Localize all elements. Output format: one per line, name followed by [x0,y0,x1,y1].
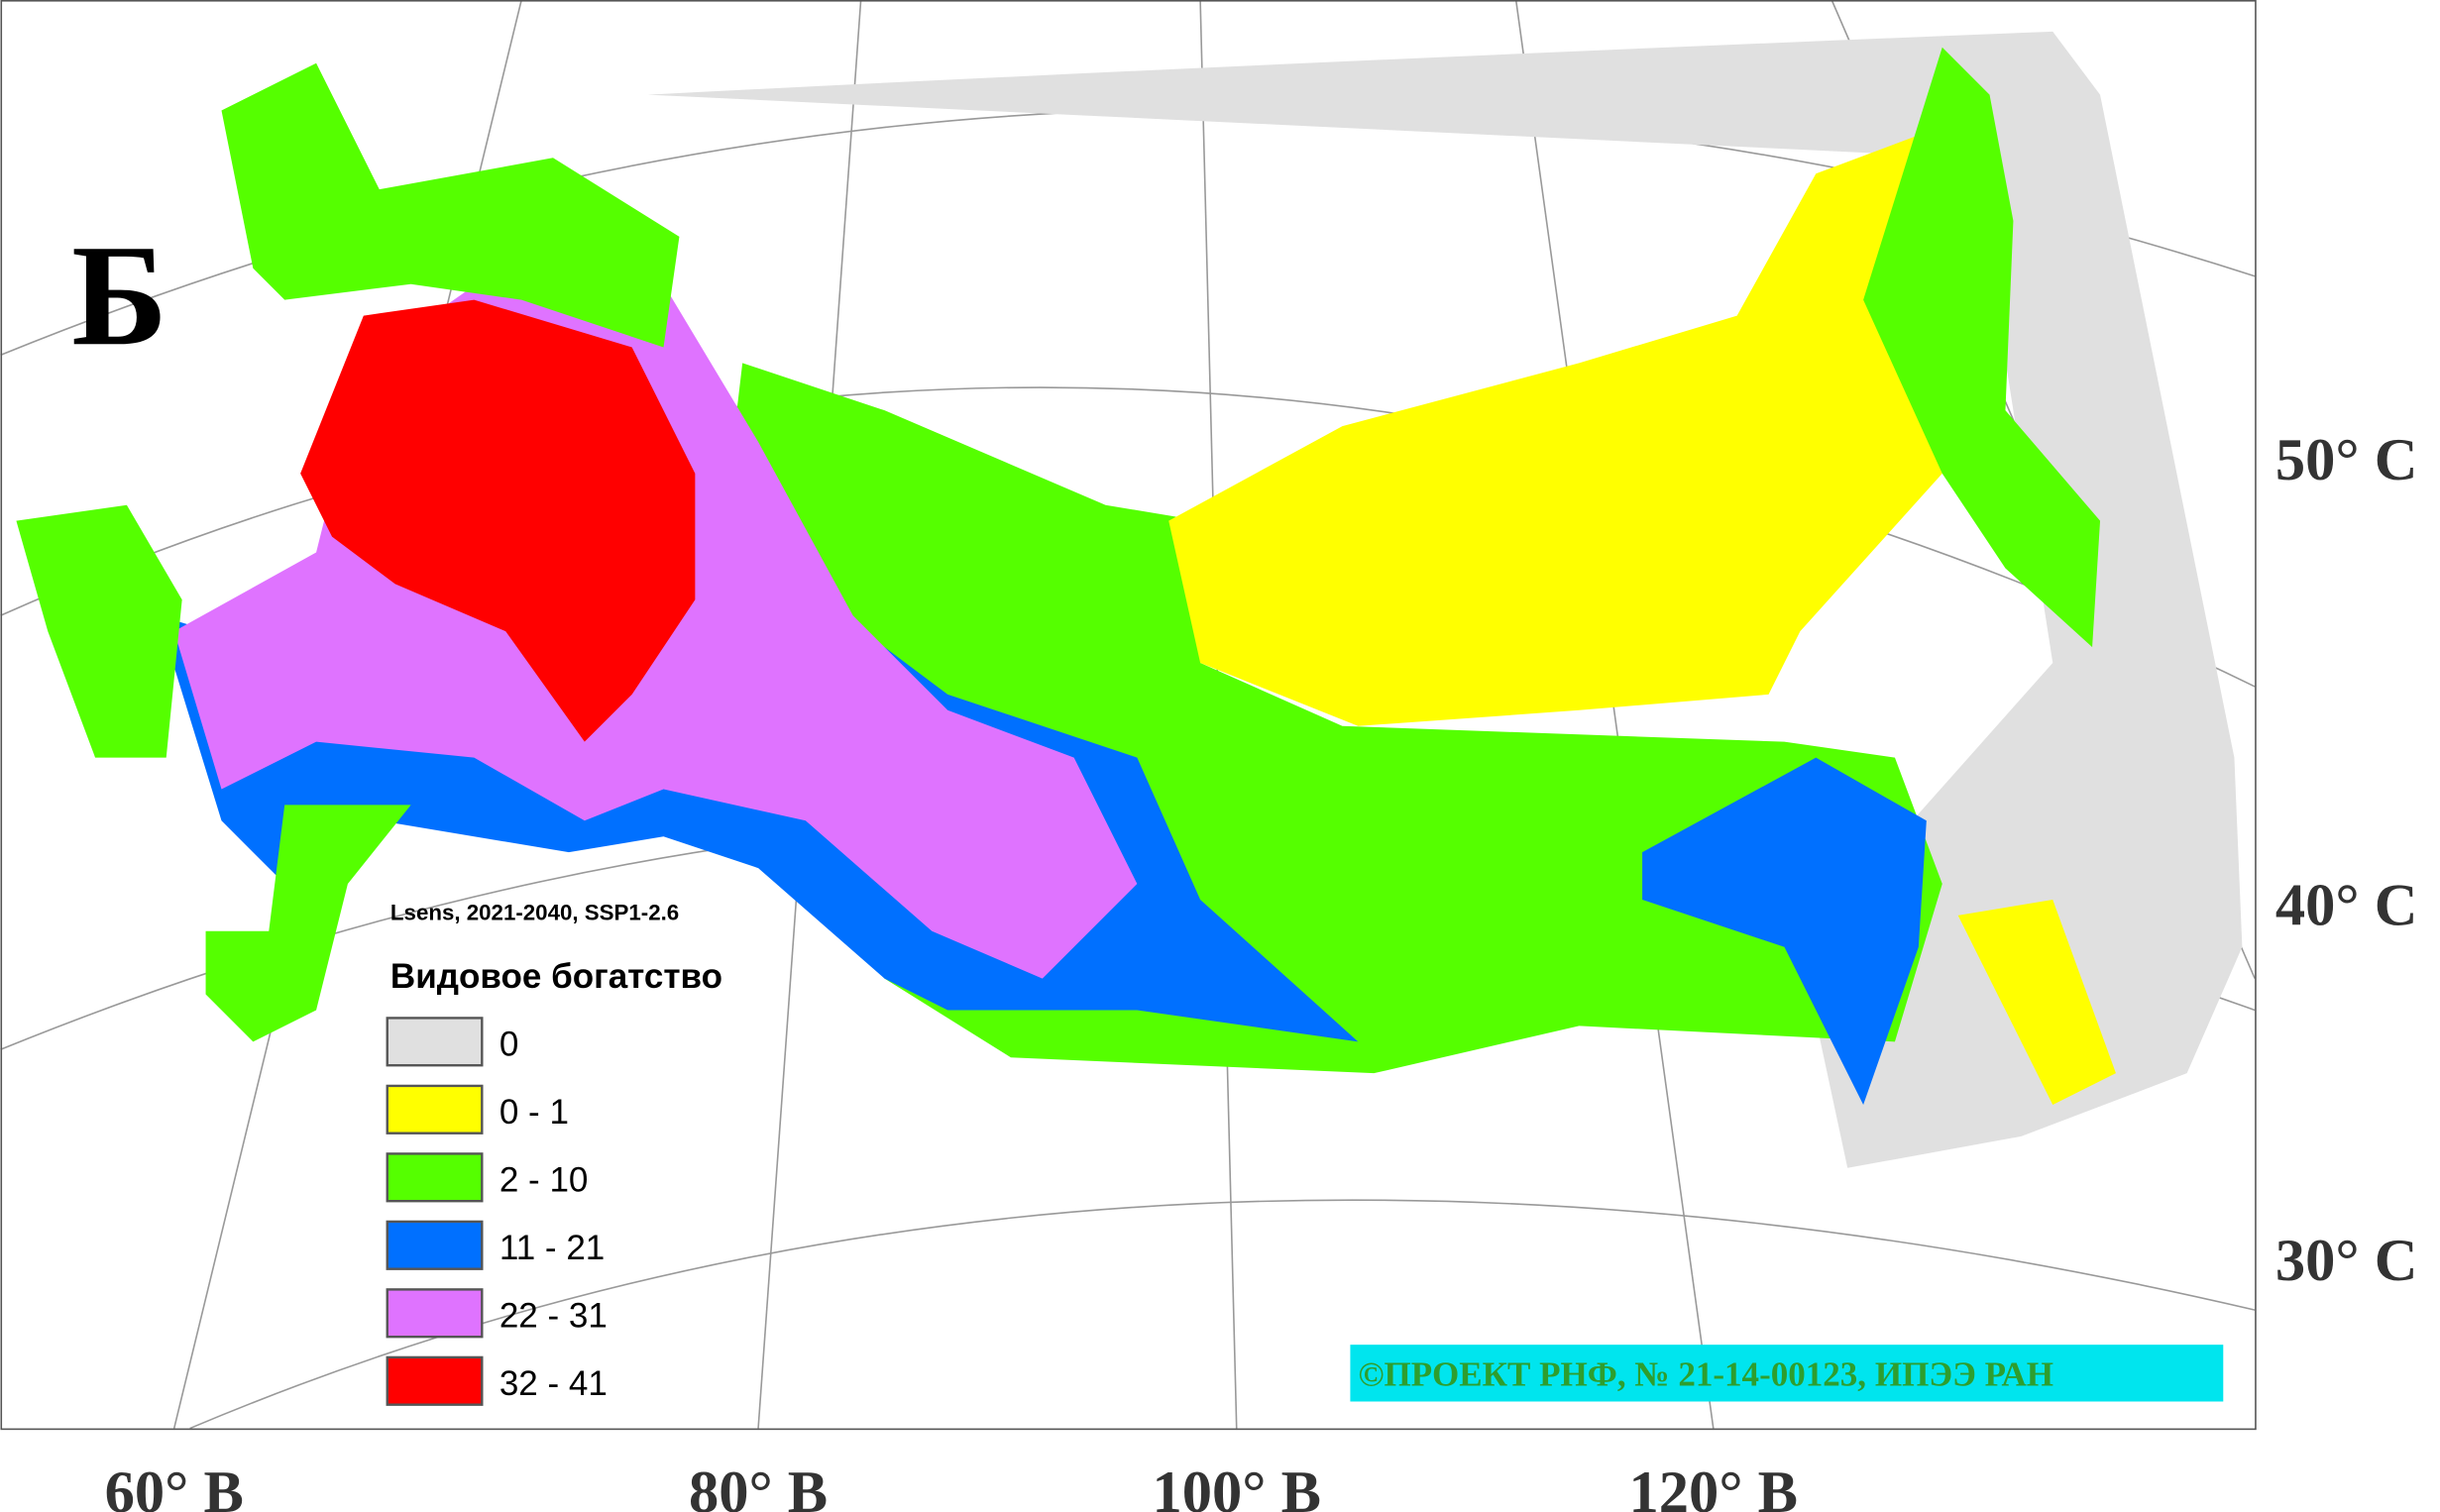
legend-label: 0 [499,1026,518,1064]
zone [300,299,696,742]
zone [1957,899,2116,1106]
panel-label: Б [71,214,167,376]
zone [1863,47,2101,648]
legend-title: Видовое богатство [390,957,722,996]
legend-label: 0 - 1 [499,1093,569,1132]
latitude-label: 30° С [2275,1228,2418,1294]
credit: ©ПРОЕКТ РНФ, № 21-14-00123, ИПЭЭ РАН [1358,1355,2053,1394]
legend-swatch [386,1017,484,1067]
legend-swatch [386,1084,484,1134]
legend-label: 11 - 21 [499,1229,605,1267]
zone [16,504,182,758]
latitude-label: 50° С [2275,427,2418,493]
legend-swatch [386,1220,484,1270]
zone [221,62,680,348]
legend-swatch [386,1288,484,1339]
richness-zones [16,31,2243,1168]
legend: 0 0 - 1 2 - 10 11 - 21 22 - 31 32 - 41 [386,1017,608,1406]
legend-swatch [386,1355,484,1406]
map-frame [0,0,2257,1431]
legend-label: 22 - 31 [499,1297,608,1336]
legend-subtitle: Lsens, 2021-2040, SSP1-2.6 [390,901,679,925]
longitude-label: 120° В [1629,1459,1798,1512]
latitude-label: 40° С [2275,872,2418,938]
credit-box [1350,1345,2224,1402]
legend-swatch [386,1152,484,1203]
latitude-labels: 50° С 40° С 30° С [2275,427,2418,1294]
longitude-label: 80° В [689,1459,828,1512]
zone [205,805,411,1042]
zone [1168,126,1990,726]
longitude-label: 60° В [105,1459,244,1512]
legend-label: 32 - 41 [499,1364,608,1403]
zone [1642,757,1927,1106]
longitude-labels: 60° В 80° В 100° В 120° В [105,1459,1798,1512]
longitude-label: 100° В [1152,1459,1320,1512]
legend-label: 2 - 10 [499,1161,589,1200]
